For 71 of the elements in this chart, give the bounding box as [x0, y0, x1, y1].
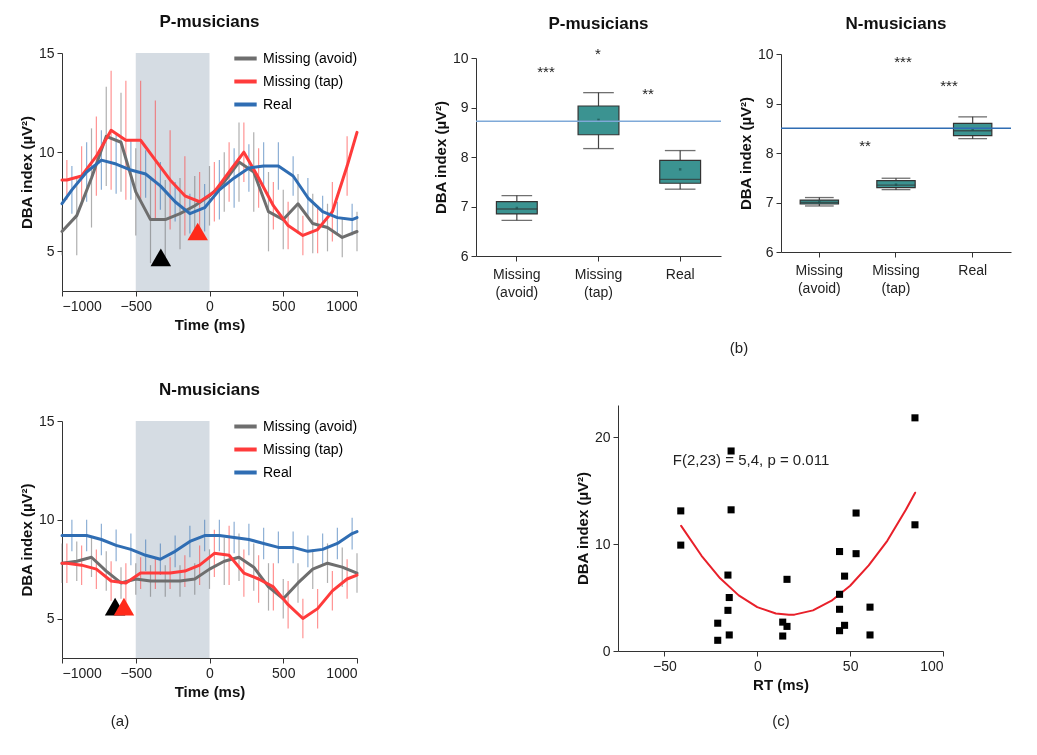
y-tick-label: 6 — [765, 243, 774, 260]
y-tick-label: 8 — [765, 144, 774, 161]
annotation: F(2,23) = 5,4, p = 0.011 — [672, 451, 830, 468]
legend-label: Real — [263, 463, 292, 480]
text: (b) — [729, 339, 749, 356]
x-tick-label: −1000 — [62, 664, 103, 681]
chart-title: P-musicians — [548, 14, 649, 33]
x-tick-label: −50 — [653, 657, 678, 674]
y-tick-label: 0 — [602, 642, 611, 659]
annotation: *** — [940, 77, 958, 94]
x-tick-label: 0 — [206, 297, 215, 314]
line-series — [60, 551, 359, 620]
y-axis-title: DBA index (µV²) — [17, 483, 35, 597]
annotation: *** — [537, 63, 555, 80]
annotation: ** — [642, 85, 654, 102]
x-tick-label: 1000 — [326, 664, 358, 681]
y-axis-title: DBA index (µV²) — [573, 471, 591, 586]
annotation: *** — [894, 53, 912, 70]
x-axis-title: Time (ms) — [174, 682, 246, 700]
y-tick-label: 10 — [38, 511, 55, 528]
x-tick-label: Missing (tap) — [574, 265, 623, 300]
text: (c) — [772, 712, 790, 729]
annotation: * — [595, 45, 602, 62]
y-tick-label: 15 — [38, 412, 55, 429]
legend-label: Missing (tap) — [263, 72, 344, 89]
x-tick-label: −1000 — [62, 297, 103, 314]
line-series — [60, 158, 359, 222]
line-series — [60, 530, 359, 561]
y-tick-label: 10 — [757, 45, 774, 62]
x-tick-label: Missing (avoid) — [795, 261, 844, 296]
y-tick-label: 9 — [765, 95, 774, 111]
x-tick-label: −500 — [120, 664, 153, 681]
y-tick-label: 5 — [46, 610, 55, 626]
y-tick-label: 7 — [765, 194, 774, 210]
chart-title: N-musicians — [158, 380, 261, 399]
y-tick-label: 15 — [38, 44, 55, 61]
legend-label: Missing (tap) — [263, 440, 344, 457]
x-axis-title: RT (ms) — [753, 675, 809, 693]
x-tick-label: 100 — [920, 657, 944, 674]
x-tick-label: Missing (tap) — [872, 261, 920, 296]
x-tick-label: Real — [665, 265, 695, 282]
x-tick-label: 500 — [272, 297, 296, 314]
x-tick-label: 0 — [753, 657, 762, 674]
legend-label: Missing (avoid) — [263, 49, 358, 66]
x-tick-label: Missing (avoid) — [493, 265, 541, 300]
annotation: ** — [859, 137, 871, 154]
y-tick-label: 6 — [460, 247, 469, 264]
y-tick-label: 10 — [594, 535, 611, 552]
x-tick-label: −500 — [120, 297, 153, 314]
y-tick-label: 10 — [38, 143, 55, 160]
y-axis-title: DBA index (µV²) — [431, 100, 449, 215]
y-tick-label: 5 — [46, 242, 55, 259]
legend-label: Real — [263, 95, 292, 112]
y-axis-title: DBA index (µV²) — [736, 96, 754, 211]
x-axis-title: Time (ms) — [174, 315, 246, 333]
y-axis-title: DBA index (µV²) — [17, 115, 35, 230]
y-tick-label: 8 — [460, 148, 469, 165]
chart-title: P-musicians — [159, 12, 260, 31]
y-tick-label: 9 — [460, 99, 469, 115]
text: (a) — [110, 712, 130, 729]
y-tick-label: 20 — [594, 428, 611, 445]
x-tick-label: Real — [958, 261, 988, 278]
x-tick-label: 1000 — [326, 297, 358, 314]
x-tick-label: 500 — [272, 664, 296, 681]
x-tick-label: 0 — [206, 664, 215, 681]
legend-label: Missing (avoid) — [263, 417, 358, 434]
line-series — [680, 491, 917, 616]
chart-title: N-musicians — [845, 14, 947, 33]
y-tick-label: 10 — [452, 49, 469, 66]
x-tick-label: 50 — [842, 657, 859, 674]
y-tick-label: 7 — [460, 198, 469, 214]
